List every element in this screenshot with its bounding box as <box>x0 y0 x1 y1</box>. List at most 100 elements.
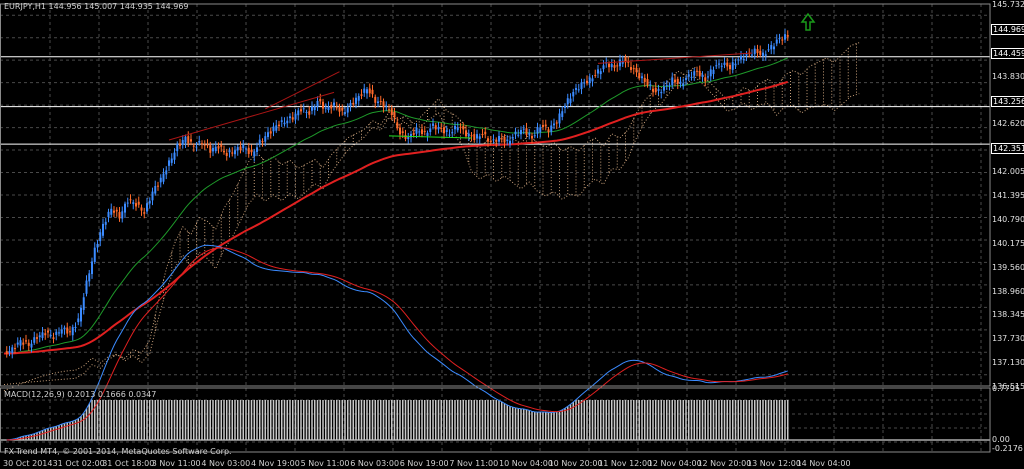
candle-body <box>5 350 8 354</box>
candle-body <box>583 82 586 84</box>
price-axis-label: 137.730 <box>992 334 1024 344</box>
candle-body <box>608 63 610 68</box>
candle-body <box>454 125 456 130</box>
candle-body <box>132 202 135 204</box>
macd-axis-label: 0.7795 <box>992 384 1020 393</box>
candle-body <box>286 120 289 124</box>
candle-body <box>473 134 476 141</box>
candle-body <box>192 145 195 147</box>
candle-body <box>525 128 528 135</box>
candle-body <box>577 89 580 91</box>
candle-body <box>517 134 520 136</box>
candle-body <box>734 63 737 66</box>
candle-body <box>767 49 770 51</box>
candle-body <box>687 74 690 77</box>
candle-body <box>352 102 355 105</box>
candle-body <box>401 131 404 133</box>
candle-body <box>399 127 401 135</box>
candle-body <box>22 342 25 345</box>
time-axis-label: 5 Nov 11:00 <box>300 459 350 468</box>
candle-body <box>382 101 385 108</box>
candle-body <box>665 84 668 86</box>
candle-body <box>148 200 151 204</box>
candle-body <box>762 52 764 56</box>
trend-line <box>388 135 472 139</box>
candle-body <box>269 131 272 134</box>
candle-body <box>470 135 473 137</box>
candle-body <box>209 145 212 153</box>
candle-body <box>170 158 173 163</box>
chart-grid <box>0 4 990 452</box>
macd-signal-line <box>6 247 788 441</box>
candle-body <box>157 185 159 187</box>
candle-body <box>558 113 561 124</box>
candle-body <box>509 140 511 145</box>
time-axis-label: 3 Nov 11:00 <box>151 459 201 468</box>
price-axis-label: 145.732 <box>992 0 1024 9</box>
candle-body <box>264 136 267 142</box>
candle-body <box>159 177 162 183</box>
candle-body <box>223 150 225 153</box>
candle-body <box>313 106 316 111</box>
candle-body <box>641 76 643 79</box>
candle-body <box>602 65 605 70</box>
candle-body <box>242 144 245 149</box>
ma-slow-line <box>3 80 789 355</box>
price-axis-label: 144.969 <box>991 23 1024 35</box>
candle-body <box>649 84 652 86</box>
candle-body <box>594 74 597 76</box>
candle-body <box>575 88 577 90</box>
ma-fast-line <box>3 57 788 354</box>
candle-body <box>91 261 93 275</box>
price-axis-label: 142.620 <box>992 119 1024 129</box>
time-axis-label: 31 Oct 02:00 <box>52 459 105 468</box>
candle-body <box>709 69 712 77</box>
candle-body <box>363 88 366 93</box>
candle-body <box>316 100 319 107</box>
candle-body <box>580 82 583 90</box>
candle-body <box>36 337 38 339</box>
candle-body <box>520 130 522 135</box>
candle-body <box>280 120 283 122</box>
candle-body <box>784 34 786 40</box>
candle-body <box>704 77 707 82</box>
candle-body <box>212 147 214 152</box>
candle-body <box>679 81 682 84</box>
candle-body <box>283 122 286 125</box>
candle-body <box>610 64 613 68</box>
candle-body <box>550 125 553 132</box>
candle-body <box>415 127 418 134</box>
candle-body <box>621 60 624 64</box>
candle-body <box>231 152 234 154</box>
candle-body <box>88 273 91 282</box>
candle-body <box>311 106 313 111</box>
candle-body <box>553 123 555 126</box>
candle-body <box>349 103 352 107</box>
time-axis-label: 10 Nov 04:00 <box>499 459 553 468</box>
candle-body <box>685 78 687 80</box>
candle-body <box>44 333 47 336</box>
candle-body <box>14 348 16 350</box>
candle-body <box>135 203 137 207</box>
price-panel-border <box>0 3 991 387</box>
candle-body <box>239 146 242 151</box>
candle-body <box>597 69 599 74</box>
candle-body <box>234 150 236 155</box>
candle-body <box>162 173 165 182</box>
candle-body <box>104 221 107 225</box>
candle-body <box>214 146 217 152</box>
time-axis-label: 14 Nov 04:00 <box>796 459 851 468</box>
candle-body <box>676 78 679 84</box>
candle-body <box>25 340 27 342</box>
candle-body <box>726 62 729 67</box>
candle-body <box>179 143 181 146</box>
candle-body <box>547 129 550 133</box>
candle-body <box>118 212 121 219</box>
candle-body <box>660 92 663 94</box>
time-axis-label: 30 Oct 2014 <box>3 459 53 468</box>
candle-body <box>451 132 454 134</box>
candle-body <box>341 107 344 111</box>
candle-body <box>426 132 429 136</box>
candle-body <box>272 126 275 132</box>
